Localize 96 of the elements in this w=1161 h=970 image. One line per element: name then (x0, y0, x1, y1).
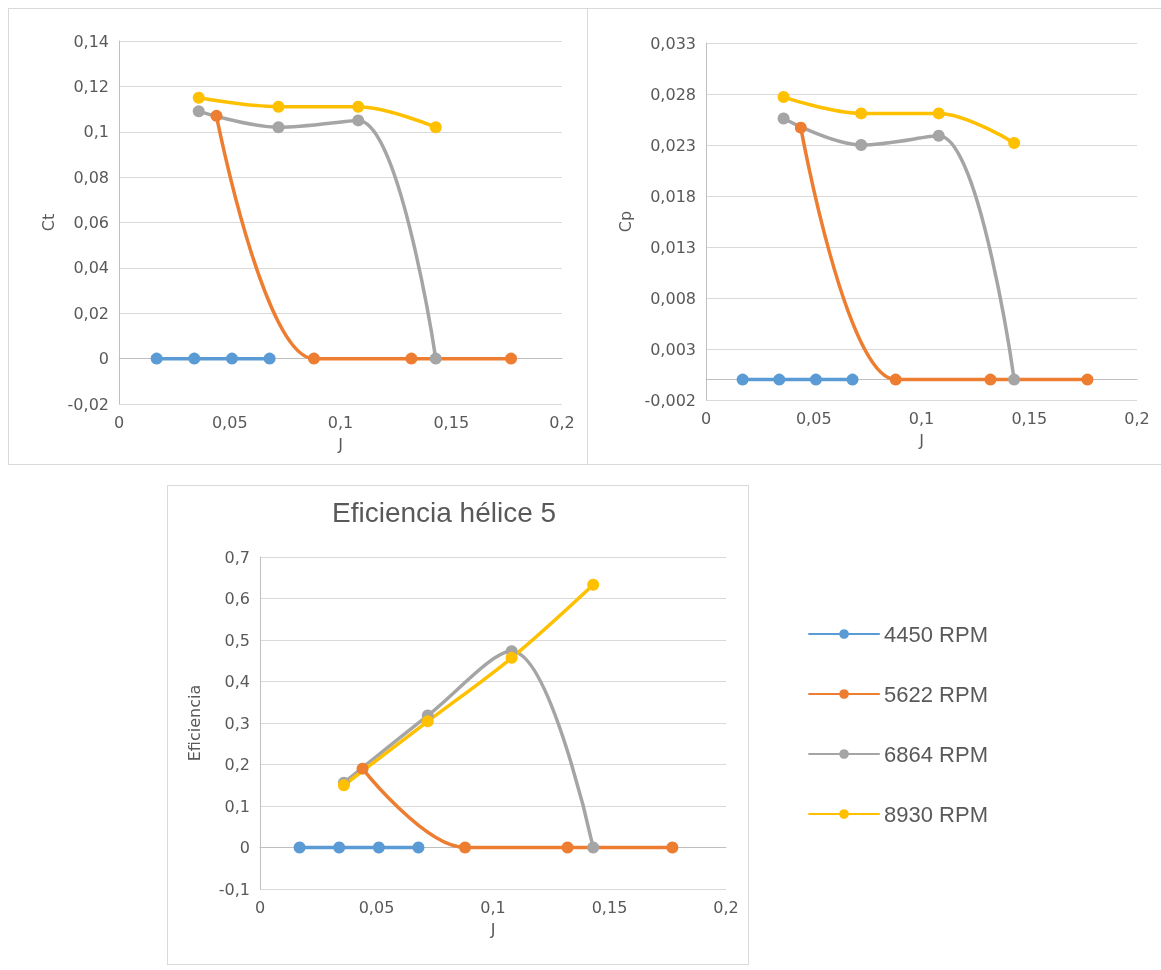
point (352, 114, 365, 127)
point (293, 841, 306, 854)
point (459, 841, 472, 854)
point (666, 841, 679, 854)
point (150, 352, 163, 365)
legend-label: 5622 RPM (884, 681, 989, 707)
y-tick-label: 0,08 (73, 167, 109, 187)
y-tick-label: 0,028 (650, 84, 696, 104)
x-tick-label: 0,05 (211, 412, 248, 432)
x-tick-label: 0,1 (908, 408, 935, 428)
x-tick-label: 0,1 (480, 897, 506, 917)
point (333, 841, 346, 854)
y-tick-label: 0,06 (73, 213, 109, 232)
point (587, 578, 600, 591)
x-axis-title: J (337, 434, 343, 454)
point (1081, 373, 1094, 386)
point (736, 373, 749, 386)
y-tick-label: 0,033 (650, 33, 696, 53)
y-tick-label: 0,003 (650, 339, 696, 359)
x-tick-label: 0,2 (1124, 408, 1150, 428)
y-tick-label: 0,04 (73, 258, 109, 278)
y-tick-label: 0 (239, 838, 250, 857)
point (932, 129, 945, 142)
point (855, 107, 868, 120)
point (809, 373, 822, 386)
y-tick-label: 0,1 (83, 122, 109, 142)
point (932, 107, 945, 120)
point (855, 139, 868, 151)
y-axis-title: Eficiencia (184, 684, 204, 762)
x-tick-label: 0,15 (1011, 408, 1048, 428)
x-tick-label: 0,15 (433, 412, 470, 432)
point (307, 352, 320, 365)
point (210, 109, 223, 122)
point (429, 121, 442, 134)
y-tick-label: 0,02 (73, 303, 109, 323)
point (1008, 136, 1021, 149)
point (889, 373, 902, 386)
point (505, 352, 518, 365)
x-tick-label: 0,2 (713, 897, 739, 917)
x-axis-title: J (489, 919, 496, 939)
point (272, 100, 285, 113)
y-tick-label: 0,008 (650, 288, 696, 308)
y-tick-label: 0,4 (224, 672, 250, 691)
point (372, 841, 385, 854)
y-tick-label: 0,14 (73, 31, 109, 51)
point (777, 91, 790, 104)
y-tick-label: 0,5 (224, 630, 250, 650)
point (794, 121, 807, 134)
y-tick-label: -0,02 (67, 394, 109, 414)
point (421, 715, 434, 728)
point (777, 112, 790, 125)
point (773, 373, 786, 386)
y-tick-label: 0,6 (224, 589, 250, 608)
y-tick-label: 0,1 (224, 796, 250, 816)
point (192, 105, 205, 118)
x-tick-label: 0,1 (327, 412, 354, 432)
y-tick-label: 0,2 (224, 755, 250, 774)
y-tick-label: 0,013 (650, 237, 696, 257)
x-tick-label: 0,2 (549, 412, 575, 432)
point (272, 121, 285, 134)
point (561, 841, 574, 854)
point (984, 373, 997, 386)
point (846, 373, 859, 386)
x-tick-label: 0,05 (795, 408, 832, 428)
chart-title: Eficiencia hélice 5 (332, 496, 557, 528)
point (188, 352, 201, 365)
legend-label: 6864 RPM (884, 741, 989, 767)
y-tick-label: -0,002 (644, 390, 696, 410)
y-tick-label: 0,12 (73, 76, 109, 96)
legend-label: 4450 RPM (884, 621, 989, 647)
point (356, 762, 369, 775)
x-tick-label: 0 (113, 412, 125, 432)
point (1008, 373, 1021, 386)
point (587, 841, 600, 854)
point (263, 352, 276, 365)
y-axis-title: Cp (616, 210, 636, 233)
y-tick-label: 0,3 (224, 713, 250, 733)
point (505, 651, 518, 664)
x-tick-label: 0,05 (358, 897, 395, 917)
y-tick-label: 0,023 (650, 135, 696, 155)
point (405, 352, 418, 365)
y-tick-label: -0,1 (218, 879, 250, 899)
x-tick-label: 0,15 (591, 897, 628, 917)
legend-label: 8930 RPM (884, 801, 989, 827)
x-tick-label: 0 (254, 897, 266, 917)
point (352, 100, 365, 113)
point (412, 841, 425, 854)
point (192, 91, 205, 104)
y-tick-label: 0 (98, 349, 109, 369)
y-tick-label: 0,018 (650, 186, 696, 206)
point (225, 352, 238, 365)
y-axis-title: Ct (39, 213, 59, 232)
y-tick-label: 0,7 (224, 547, 250, 567)
x-axis-title: J (918, 430, 924, 450)
point (429, 352, 442, 365)
x-tick-label: 0 (700, 408, 712, 428)
